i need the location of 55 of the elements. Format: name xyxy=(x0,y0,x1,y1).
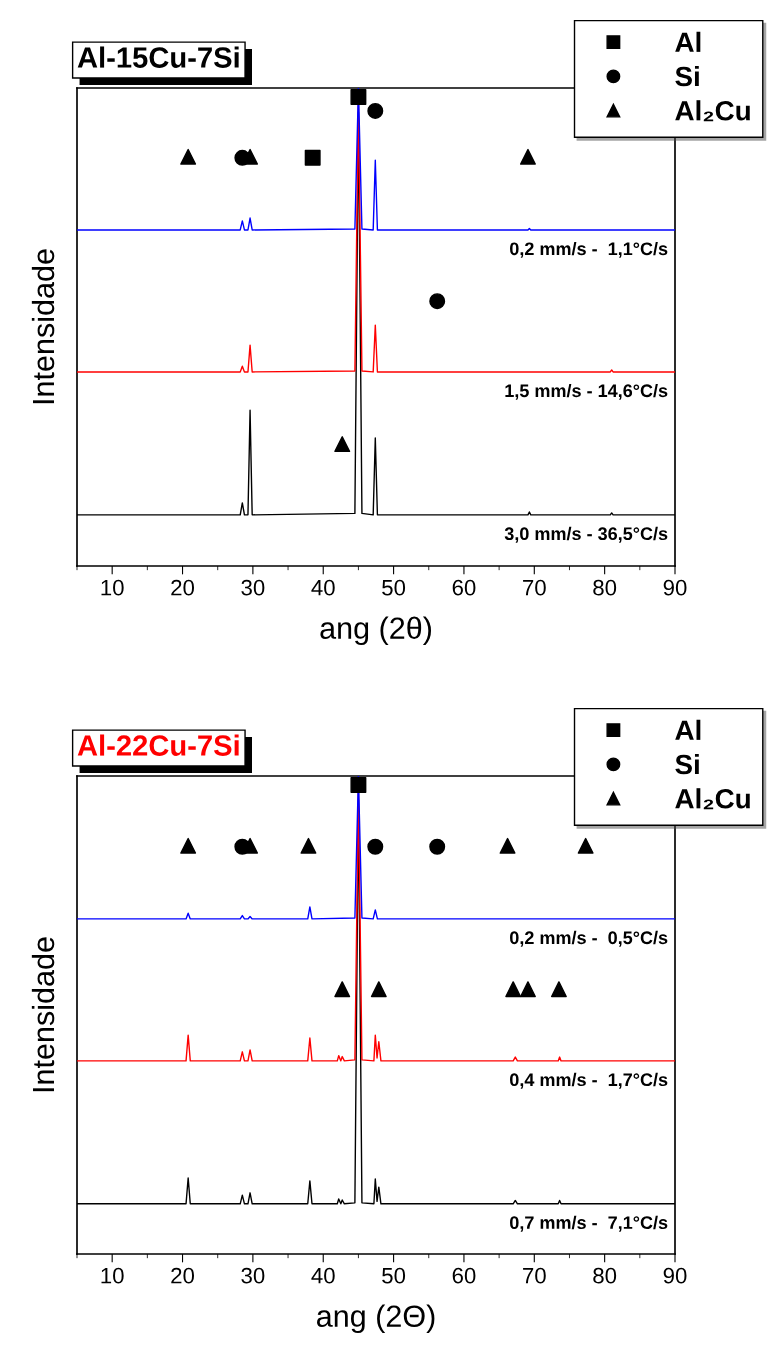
x-axis-title: ang (2Θ) xyxy=(317,1304,435,1334)
point xyxy=(429,838,446,855)
y-axis-title: Intensidade xyxy=(31,249,55,404)
chart-title: Al-22Cu-7Si xyxy=(77,734,239,756)
point xyxy=(180,148,197,165)
x-tick-label: 60 xyxy=(452,579,476,596)
point xyxy=(429,293,446,310)
x-axis-title: ang (2θ) xyxy=(320,616,432,646)
point xyxy=(505,981,522,998)
point xyxy=(370,981,387,998)
x-tick-label: 10 xyxy=(101,579,124,596)
legend-label: Al₂Cu xyxy=(675,100,750,122)
x-tick-label: 90 xyxy=(663,1267,687,1284)
x-tick-label: 50 xyxy=(382,1267,406,1284)
series-label: 0,2 mm/s - 0,5°C/s xyxy=(510,930,668,947)
x-tick-label: 90 xyxy=(663,579,687,596)
x-tick-label: 70 xyxy=(523,1267,546,1284)
series-label: 0,4 mm/s - 1,7°C/s xyxy=(510,1072,668,1089)
x-tick-label: 40 xyxy=(311,579,335,596)
point xyxy=(300,837,317,854)
x-tick-label: 20 xyxy=(171,1267,195,1284)
x-tick-label: 20 xyxy=(171,579,195,596)
point xyxy=(334,981,351,998)
point xyxy=(367,102,384,119)
point xyxy=(577,837,594,854)
series-label: 0,7 mm/s - 7,1°C/s xyxy=(510,1215,668,1232)
x-tick-label: 70 xyxy=(523,579,546,596)
series-label: 1,5 mm/s - 14,6°C/s xyxy=(505,383,668,400)
legend-label: Al xyxy=(675,719,701,740)
point xyxy=(367,838,384,855)
x-tick-label: 10 xyxy=(101,1267,124,1284)
x-tick-label: 30 xyxy=(241,1267,265,1284)
point xyxy=(304,149,321,166)
legend-label: Al₂Cu xyxy=(675,788,750,810)
x-tick-label: 40 xyxy=(311,1267,335,1284)
series-label: 3,0 mm/s - 36,5°C/s xyxy=(504,526,668,543)
point xyxy=(499,837,516,854)
x-tick-label: 80 xyxy=(593,1267,617,1284)
x-tick-label: 80 xyxy=(593,579,617,596)
point xyxy=(519,981,536,998)
legend-label: Al xyxy=(675,31,701,52)
point xyxy=(519,148,536,165)
point xyxy=(550,981,567,998)
legend-label: Si xyxy=(675,65,699,87)
y-axis-title: Intensidade xyxy=(31,937,55,1092)
point xyxy=(350,89,367,106)
point xyxy=(334,436,351,453)
x-tick-label: 50 xyxy=(382,579,406,596)
chart-title: Al-15Cu-7Si xyxy=(77,46,239,68)
point xyxy=(350,777,367,794)
x-tick-label: 60 xyxy=(452,1267,476,1284)
x-tick-label: 30 xyxy=(241,579,265,596)
series-label: 0,2 mm/s - 1,1°C/s xyxy=(510,241,668,258)
legend-label: Si xyxy=(675,753,699,775)
point xyxy=(180,837,197,854)
